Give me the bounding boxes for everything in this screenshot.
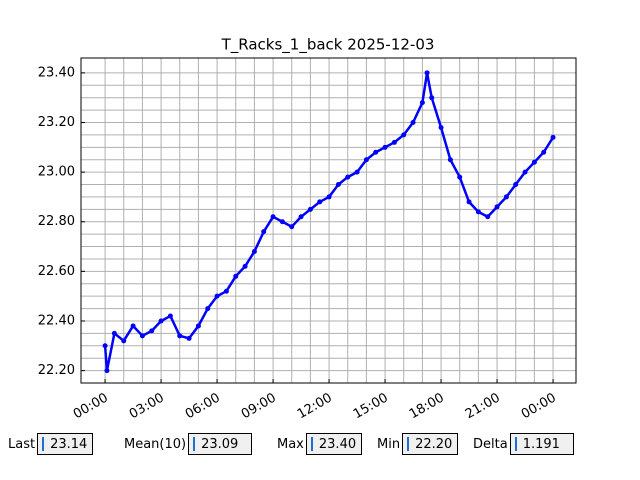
field: Last 23.14 xyxy=(8,432,94,456)
field-label: Max xyxy=(277,436,304,452)
point xyxy=(457,174,463,180)
point xyxy=(522,169,528,175)
field-value[interactable]: 1.191 xyxy=(509,433,574,455)
y-tick-label: 23.00 xyxy=(38,165,75,180)
point xyxy=(466,199,472,205)
field-value[interactable]: 23.40 xyxy=(305,433,362,455)
x-tick-label: 21:00 xyxy=(463,391,503,423)
y-tick-label: 23.40 xyxy=(38,65,75,80)
x-tick-label: 12:00 xyxy=(295,391,335,423)
field-value-text: 23.40 xyxy=(318,436,357,452)
point xyxy=(242,263,248,269)
y-tick-label: 22.60 xyxy=(38,264,75,279)
field-value[interactable]: 22.20 xyxy=(402,433,459,455)
y-tick-label: 22.40 xyxy=(38,313,75,328)
point xyxy=(307,206,313,212)
field-value[interactable]: 23.09 xyxy=(188,433,253,455)
field: Min 22.20 xyxy=(377,432,459,456)
point xyxy=(326,194,332,200)
status-bar: Last 23.14 Mean(10) 23.09 Max 23.40 Min 22.20 De… xyxy=(0,432,640,458)
point xyxy=(531,159,537,165)
point xyxy=(104,368,110,374)
x-tick-label: 03:00 xyxy=(127,391,167,423)
point xyxy=(139,333,145,339)
point xyxy=(298,214,304,220)
point xyxy=(195,323,201,329)
point xyxy=(447,157,453,163)
point xyxy=(424,70,430,76)
point xyxy=(121,338,127,344)
field: Mean(10) 23.09 xyxy=(124,432,253,456)
y-tick-label: 23.20 xyxy=(38,115,75,130)
plot-frame xyxy=(80,57,577,384)
point xyxy=(111,330,117,336)
point xyxy=(317,199,323,205)
x-tick-label: 00:00 xyxy=(71,391,111,423)
point xyxy=(410,120,416,126)
point xyxy=(214,293,220,299)
point xyxy=(251,249,257,255)
point xyxy=(419,100,425,106)
point xyxy=(279,219,285,225)
point xyxy=(223,288,229,294)
field-label: Last xyxy=(8,436,36,452)
field-value-text: 23.14 xyxy=(50,436,88,452)
point xyxy=(382,144,388,150)
point xyxy=(401,132,407,138)
chart: T_Racks_1_back 2025-12-03 22.20 22.40 22.6… xyxy=(38,36,577,423)
point xyxy=(345,174,351,180)
point xyxy=(354,169,360,175)
point xyxy=(102,343,108,349)
point xyxy=(233,273,239,279)
point xyxy=(373,149,379,155)
field-label: Min xyxy=(377,436,401,452)
point xyxy=(503,194,509,200)
point xyxy=(158,318,164,324)
x-tick-label: 18:00 xyxy=(407,391,447,423)
point xyxy=(391,139,397,145)
field-value-text: 1.191 xyxy=(522,436,560,452)
point xyxy=(167,313,173,319)
point xyxy=(270,214,276,220)
point xyxy=(541,149,547,155)
y-tick-label: 22.80 xyxy=(38,214,75,229)
x-tick-label: 09:00 xyxy=(239,391,279,423)
point xyxy=(335,182,341,188)
point xyxy=(130,323,136,329)
point xyxy=(149,328,155,334)
point xyxy=(550,134,556,140)
point xyxy=(513,182,519,188)
field: Max 23.40 xyxy=(277,432,362,456)
field-label: Mean(10) xyxy=(124,436,187,452)
point xyxy=(205,306,211,312)
point xyxy=(363,157,369,163)
point xyxy=(177,333,183,339)
chart-title: T_Racks_1_back 2025-12-03 xyxy=(221,36,435,55)
x-tick-label: 15:00 xyxy=(351,391,391,423)
field-value-text: 23.09 xyxy=(201,436,239,452)
field-label: Delta xyxy=(473,436,508,452)
point xyxy=(289,224,295,230)
point xyxy=(429,95,435,101)
point xyxy=(494,204,500,210)
point xyxy=(485,214,491,220)
x-tick-label: 06:00 xyxy=(183,391,223,423)
field: Delta 1.191 xyxy=(473,432,574,456)
field-value[interactable]: 23.14 xyxy=(37,433,94,455)
point xyxy=(261,229,267,235)
x-tick-label: 00:00 xyxy=(519,391,559,423)
point xyxy=(186,335,192,341)
point xyxy=(438,124,444,130)
y-tick-label: 22.20 xyxy=(38,363,75,378)
field-value-text: 22.20 xyxy=(415,436,453,452)
point xyxy=(475,209,481,215)
